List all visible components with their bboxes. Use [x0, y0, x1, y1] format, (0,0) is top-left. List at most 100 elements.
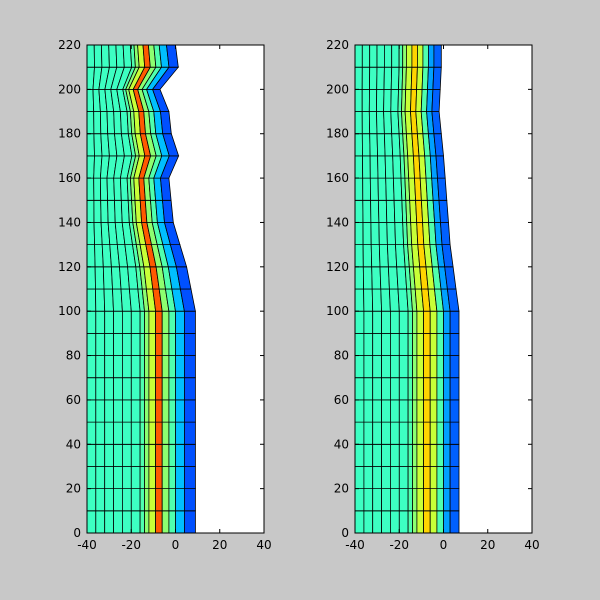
mesh-cell [363, 510, 374, 534]
mesh-cell [383, 66, 393, 90]
y-tick-label: 180 [326, 127, 349, 141]
mesh-cell [377, 155, 387, 179]
mesh-cell [423, 510, 431, 534]
mesh-cell [86, 199, 95, 223]
mesh-cell [423, 355, 431, 379]
mesh-cell [407, 488, 413, 512]
mesh-cell [436, 488, 444, 512]
mesh-cell [354, 44, 363, 68]
mesh-cell [354, 443, 365, 467]
mesh-cell [86, 332, 97, 356]
mesh-cell [183, 510, 196, 534]
mesh-cell [139, 310, 145, 334]
mesh-cell [183, 421, 196, 445]
mesh-cell [168, 443, 176, 467]
mesh-cell [148, 466, 157, 490]
mesh-cell [389, 466, 400, 490]
y-tick-label: 160 [58, 171, 81, 185]
mesh-cell [107, 199, 116, 223]
mesh-cell [381, 355, 391, 379]
mesh-cell [161, 355, 170, 379]
mesh-cell [363, 288, 374, 312]
mesh-cell [86, 443, 97, 467]
mesh-cell [449, 421, 460, 445]
mesh-cell [416, 377, 425, 401]
mesh-cell [86, 111, 95, 135]
x-tick-label: 40 [524, 538, 539, 552]
mesh-cell [130, 399, 141, 423]
x-tick-label: -40 [345, 538, 365, 552]
mesh-cell [363, 377, 374, 401]
mesh-cell [443, 399, 451, 423]
mesh-cell [113, 421, 123, 445]
mesh-cell [412, 377, 418, 401]
mesh-cell [423, 443, 431, 467]
y-tick-label: 200 [326, 82, 349, 96]
mesh-cell [398, 377, 409, 401]
mesh-cell [122, 466, 132, 490]
mesh-cell [175, 377, 185, 401]
mesh-cell [175, 399, 185, 423]
mesh-cell [363, 488, 374, 512]
mesh-cell [407, 399, 413, 423]
x-tick-label: -20 [121, 538, 141, 552]
mesh-cell [381, 488, 391, 512]
mesh-cell [354, 466, 365, 490]
mesh-cell [392, 177, 403, 201]
mesh-cell [370, 222, 380, 246]
mesh-cell [449, 466, 460, 490]
mesh-cell [372, 377, 383, 401]
mesh-cell [429, 310, 438, 334]
mesh-cell [113, 488, 123, 512]
mesh-cell [368, 111, 378, 135]
mesh-cell [416, 421, 425, 445]
mesh-cell [148, 443, 157, 467]
mesh-cell [155, 310, 163, 334]
mesh-cell [168, 399, 176, 423]
mesh-cell [381, 510, 391, 534]
mesh-cell [389, 332, 400, 356]
mesh-cell [389, 443, 400, 467]
mesh-cell [431, 89, 441, 112]
mesh-cell [93, 44, 103, 68]
mesh-cell [175, 488, 185, 512]
mesh-cell [144, 355, 150, 379]
y-tick-label: 80 [66, 349, 81, 363]
mesh-cell [86, 510, 97, 534]
mesh-cell [161, 466, 170, 490]
mesh-cell [362, 266, 373, 290]
mesh-cell [354, 222, 364, 246]
mesh-cell [443, 443, 451, 467]
mesh-cell [354, 288, 365, 312]
mesh-cell [398, 332, 409, 356]
mesh-cell [398, 421, 409, 445]
mesh-cell [412, 421, 418, 445]
mesh-cell [161, 377, 170, 401]
mesh-cell [423, 466, 431, 490]
y-tick-label: 220 [326, 38, 349, 52]
mesh-cell [412, 443, 418, 467]
mesh-cell [386, 222, 396, 246]
mesh-cell [86, 177, 95, 201]
mesh-cell [130, 488, 141, 512]
mesh-cell [86, 244, 96, 268]
mesh-cell [148, 355, 157, 379]
mesh-cell [416, 443, 425, 467]
mesh-cell [376, 89, 385, 112]
mesh-cell [449, 488, 460, 512]
mesh-cell [423, 488, 431, 512]
mesh-cell [449, 443, 460, 467]
mesh-cell [361, 44, 371, 68]
mesh-cell [104, 510, 114, 534]
mesh-cell [371, 266, 382, 290]
mesh-cell [354, 332, 365, 356]
mesh-cell [122, 488, 132, 512]
mesh-cell [122, 510, 132, 534]
mesh-cell [175, 510, 185, 534]
mesh-cell [113, 310, 123, 334]
mesh-cell [155, 355, 163, 379]
mesh-cell [175, 310, 185, 334]
mesh-cell [378, 244, 389, 268]
mesh-cell [104, 488, 114, 512]
mesh-cell [86, 355, 97, 379]
